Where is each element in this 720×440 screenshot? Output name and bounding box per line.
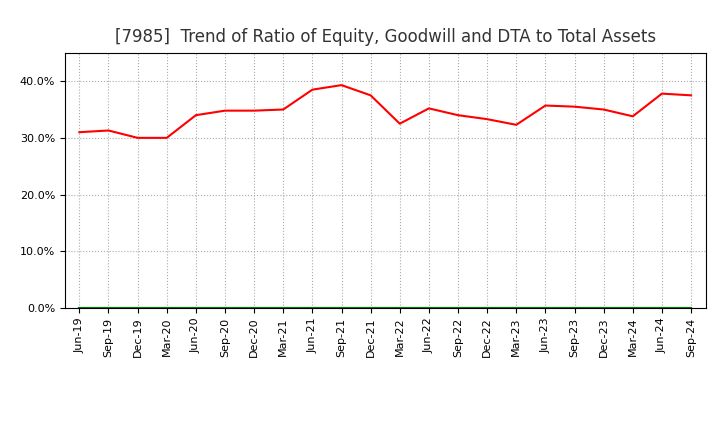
Goodwill xyxy=(366,305,375,311)
Goodwill xyxy=(687,305,696,311)
Deferred Tax Assets xyxy=(483,305,492,311)
Equity xyxy=(75,129,84,135)
Equity xyxy=(337,82,346,88)
Deferred Tax Assets xyxy=(454,305,462,311)
Deferred Tax Assets xyxy=(104,305,113,311)
Deferred Tax Assets xyxy=(220,305,229,311)
Title: [7985]  Trend of Ratio of Equity, Goodwill and DTA to Total Assets: [7985] Trend of Ratio of Equity, Goodwil… xyxy=(114,28,656,46)
Deferred Tax Assets xyxy=(629,305,637,311)
Deferred Tax Assets xyxy=(687,305,696,311)
Goodwill xyxy=(425,305,433,311)
Deferred Tax Assets xyxy=(163,305,171,311)
Equity xyxy=(570,104,579,109)
Equity xyxy=(192,113,200,118)
Goodwill xyxy=(75,305,84,311)
Equity xyxy=(425,106,433,111)
Equity xyxy=(599,107,608,112)
Deferred Tax Assets xyxy=(657,305,666,311)
Deferred Tax Assets xyxy=(75,305,84,311)
Equity xyxy=(657,91,666,96)
Goodwill xyxy=(163,305,171,311)
Deferred Tax Assets xyxy=(395,305,404,311)
Goodwill xyxy=(395,305,404,311)
Goodwill xyxy=(483,305,492,311)
Deferred Tax Assets xyxy=(337,305,346,311)
Equity xyxy=(512,122,521,128)
Equity xyxy=(395,121,404,126)
Deferred Tax Assets xyxy=(192,305,200,311)
Goodwill xyxy=(279,305,287,311)
Deferred Tax Assets xyxy=(366,305,375,311)
Equity xyxy=(279,107,287,112)
Equity xyxy=(483,117,492,122)
Deferred Tax Assets xyxy=(425,305,433,311)
Goodwill xyxy=(192,305,200,311)
Equity xyxy=(163,135,171,140)
Goodwill xyxy=(133,305,142,311)
Deferred Tax Assets xyxy=(250,305,258,311)
Goodwill xyxy=(629,305,637,311)
Deferred Tax Assets xyxy=(541,305,550,311)
Goodwill xyxy=(104,305,113,311)
Equity xyxy=(366,93,375,98)
Equity xyxy=(454,113,462,118)
Equity xyxy=(687,93,696,98)
Goodwill xyxy=(337,305,346,311)
Deferred Tax Assets xyxy=(279,305,287,311)
Goodwill xyxy=(599,305,608,311)
Goodwill xyxy=(454,305,462,311)
Equity xyxy=(308,87,317,92)
Goodwill xyxy=(570,305,579,311)
Deferred Tax Assets xyxy=(308,305,317,311)
Deferred Tax Assets xyxy=(570,305,579,311)
Equity xyxy=(104,128,113,133)
Goodwill xyxy=(512,305,521,311)
Equity xyxy=(133,135,142,140)
Goodwill xyxy=(657,305,666,311)
Deferred Tax Assets xyxy=(512,305,521,311)
Equity xyxy=(541,103,550,108)
Goodwill xyxy=(308,305,317,311)
Deferred Tax Assets xyxy=(599,305,608,311)
Goodwill xyxy=(541,305,550,311)
Goodwill xyxy=(250,305,258,311)
Goodwill xyxy=(220,305,229,311)
Equity xyxy=(629,114,637,119)
Line: Equity: Equity xyxy=(79,85,691,138)
Deferred Tax Assets xyxy=(133,305,142,311)
Equity xyxy=(250,108,258,113)
Equity xyxy=(220,108,229,113)
